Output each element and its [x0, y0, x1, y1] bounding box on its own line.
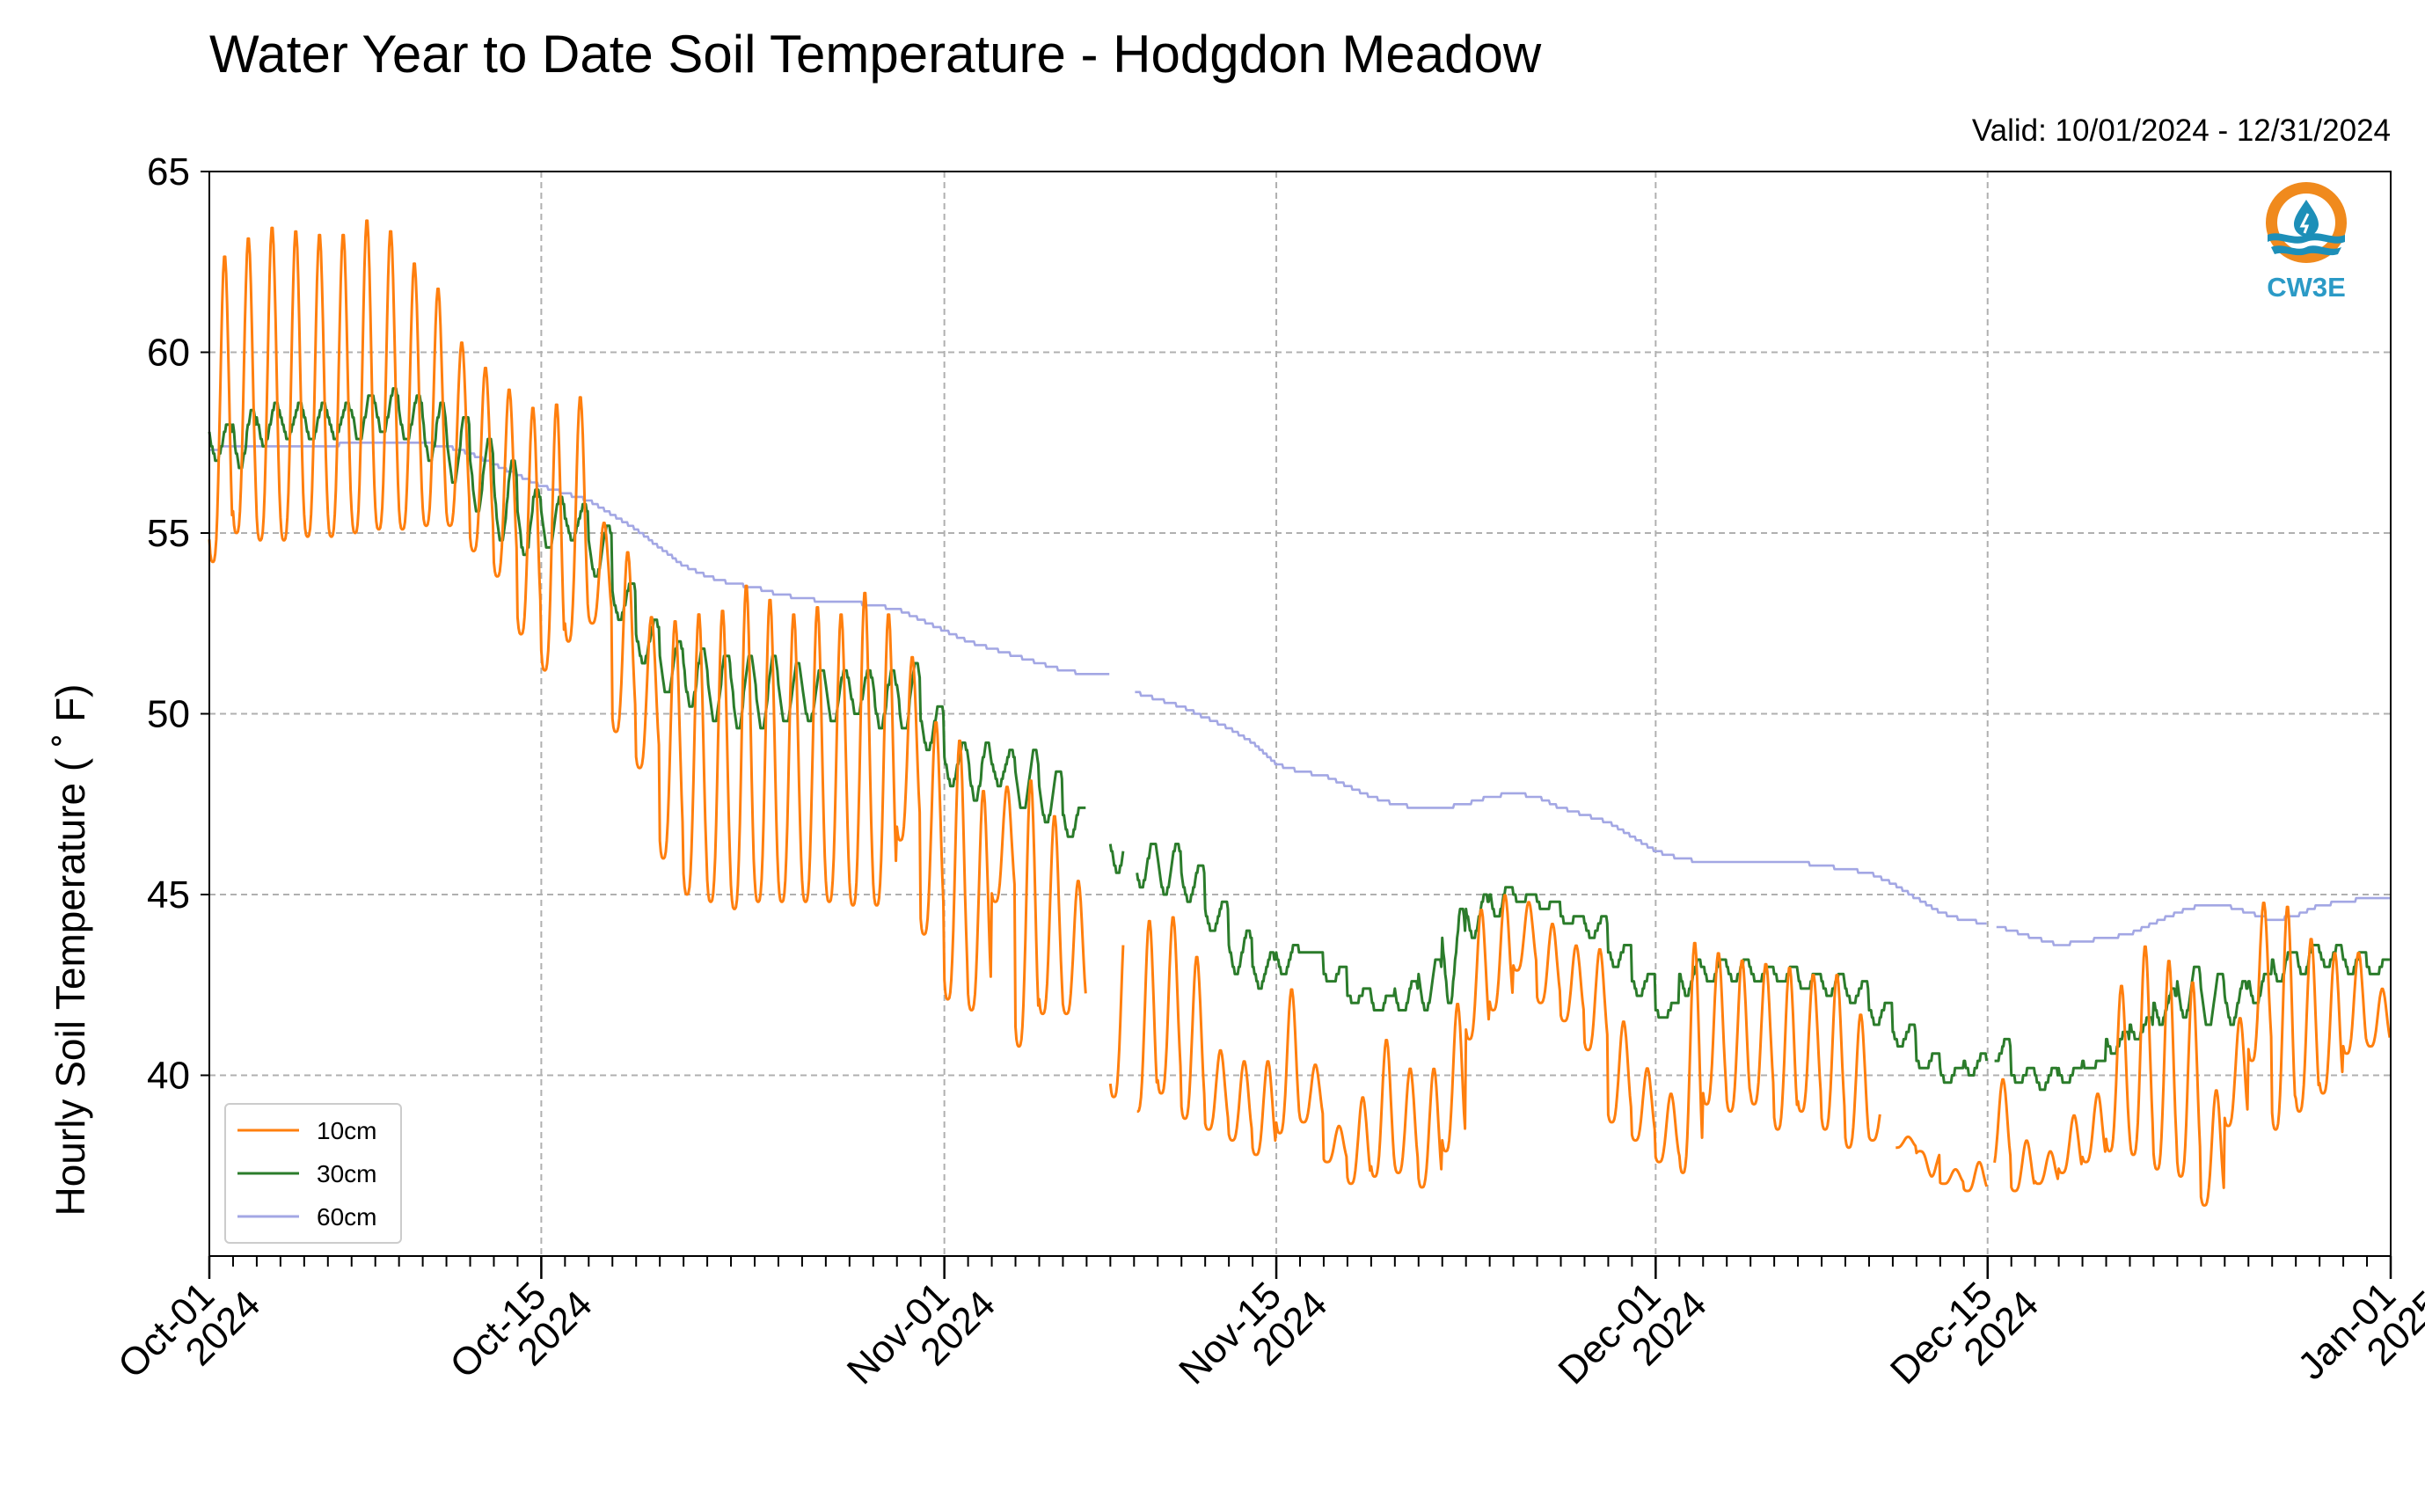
logo-waves: [2268, 233, 2345, 256]
legend-label-60cm: 60cm: [317, 1203, 376, 1231]
logo-drop-mark: [2299, 213, 2310, 234]
series-line-10cm: [208, 219, 2392, 1207]
logo-text: CW3E: [2267, 272, 2346, 303]
chart-subtitle: Valid: 10/01/2024 - 12/31/2024: [1972, 113, 2391, 148]
y-tick-label: 60: [147, 332, 190, 375]
y-axis-label: Hourly Soil Temperature ( ˚ F): [47, 684, 93, 1216]
y-tick-label: 55: [147, 512, 190, 555]
legend-label-10cm: 10cm: [317, 1117, 376, 1144]
legend: 10cm 30cm 60cm: [224, 1103, 402, 1244]
legend-label-30cm: 30cm: [317, 1160, 376, 1187]
y-tick-label: 65: [147, 150, 190, 194]
plot-series: [208, 219, 2392, 1207]
y-tick-label: 45: [147, 873, 190, 917]
y-tick-label: 40: [147, 1055, 190, 1098]
cw3e-logo: CW3E: [2266, 182, 2347, 303]
legend-box: [224, 1103, 402, 1244]
grid-lines: [209, 172, 2391, 1256]
chart-title: Water Year to Date Soil Temperature - Ho…: [209, 25, 1542, 84]
y-axis: 40 45 50 55 60 65: [147, 150, 209, 1098]
y-tick-label: 50: [147, 693, 190, 736]
